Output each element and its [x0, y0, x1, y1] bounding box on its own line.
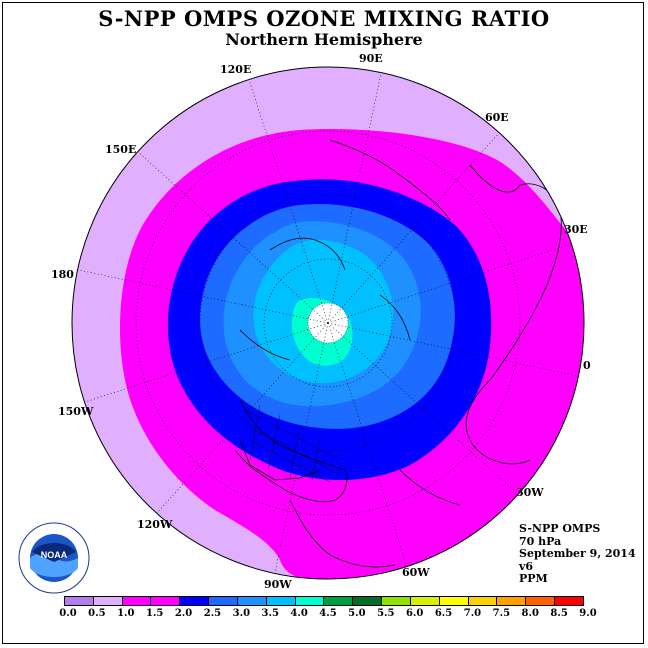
info-instrument: S-NPP OMPS — [519, 522, 601, 535]
colorbar-tick-label: 1.0 — [117, 608, 135, 619]
colorbar-cell — [497, 597, 527, 605]
noaa-logo-icon: NOAA — [18, 522, 90, 594]
lon-label-150e: 150E — [105, 143, 137, 156]
colorbar-cell — [324, 597, 354, 605]
colorbar-tick-label: 8.5 — [550, 608, 568, 619]
meridian-line — [327, 132, 500, 324]
meridian-line — [327, 322, 519, 495]
info-version: v6 — [519, 559, 534, 573]
meridian-line — [77, 269, 329, 324]
info-block: S-NPP OMPS 70 hPa September 9, 2014 v6 P… — [519, 522, 636, 586]
meridian-line — [274, 322, 329, 574]
colorbar-tick-label: 1.5 — [145, 608, 164, 619]
colorbar — [64, 596, 584, 606]
meridian-line — [248, 79, 329, 324]
map-border — [71, 66, 585, 580]
colorbar-cell — [468, 597, 498, 605]
colorbar-cell — [180, 597, 210, 605]
colorbar-tick-label: 3.5 — [261, 608, 279, 619]
meridian-lines — [77, 72, 579, 574]
latitude-circle — [135, 130, 521, 516]
colorbar-cell — [93, 597, 123, 605]
colorbar-cell — [382, 597, 411, 605]
lon-label-0: 0 — [583, 359, 591, 372]
colorbar-tick-label: 5.0 — [348, 608, 366, 619]
colorbar-tick-label: 4.5 — [319, 608, 337, 619]
info-units: PPM — [519, 572, 548, 585]
page-title: S-NPP OMPS OZONE MIXING RATIO — [98, 6, 550, 31]
colorbar-tick-label: 4.0 — [290, 608, 308, 619]
latitude-circles — [135, 130, 521, 516]
lon-label-60w: 60W — [402, 566, 430, 579]
colorbar-tick-label: 7.5 — [492, 608, 511, 619]
meridian-line — [327, 243, 572, 324]
lon-label-30w: 30W — [516, 486, 544, 499]
colorbar-cell — [237, 597, 267, 605]
colorbar-cell — [410, 597, 440, 605]
page-subtitle: Northern Hemisphere — [225, 30, 423, 49]
colorbar-cell — [65, 597, 94, 605]
latitude-circle — [263, 258, 393, 388]
meridian-line — [137, 151, 329, 324]
colorbar-tick-label: 7.0 — [463, 608, 482, 619]
colorbar-tick-label: 8.0 — [521, 608, 539, 619]
lon-label-60e: 60E — [485, 111, 509, 124]
colorbar-cell — [526, 597, 556, 605]
meridian-line — [327, 72, 382, 324]
colorbar-tick-label: 2.0 — [174, 608, 193, 619]
lon-label-180: 180 — [51, 268, 74, 281]
meridian-line — [84, 322, 329, 403]
colorbar-tick-label: 2.5 — [203, 608, 222, 619]
lon-label-150w: 150W — [58, 405, 94, 418]
colorbar-cell — [122, 597, 152, 605]
lon-label-90e: 90E — [359, 52, 383, 65]
colorbar-tick-label: 3.0 — [232, 608, 251, 619]
colorbar-tick-label: 0.0 — [59, 608, 77, 619]
lon-label-120w: 120W — [137, 518, 173, 531]
meridian-line — [156, 322, 329, 514]
latitude-circle — [199, 194, 457, 452]
colorbar-tick-label: 9.0 — [579, 608, 597, 619]
colorbar-tick-label: 5.5 — [377, 608, 395, 619]
lon-label-90w: 90W — [264, 578, 292, 591]
us-state-grid — [244, 404, 341, 483]
colorbar-tick-label: 0.5 — [88, 608, 106, 619]
lon-label-30e: 30E — [564, 223, 588, 236]
colorbar-cell — [209, 597, 238, 605]
colorbar-tick-label: 6.0 — [405, 608, 424, 619]
coastlines — [234, 139, 562, 568]
info-date: September 9, 2014 — [519, 547, 636, 560]
logo-text: NOAA — [41, 550, 68, 560]
colorbar-tick-label: 6.5 — [434, 608, 453, 619]
colorbar-cell — [439, 597, 469, 605]
colorbar-cell — [295, 597, 325, 605]
meridian-line — [327, 322, 408, 567]
colorbar-cell — [151, 597, 181, 605]
meridian-line — [327, 322, 579, 377]
lon-label-120e: 120E — [220, 63, 252, 76]
colorbar-cell — [266, 597, 296, 605]
colorbar-cell — [353, 597, 383, 605]
info-pressure: 70 hPa — [519, 534, 562, 548]
colorbar-cell — [555, 597, 583, 605]
